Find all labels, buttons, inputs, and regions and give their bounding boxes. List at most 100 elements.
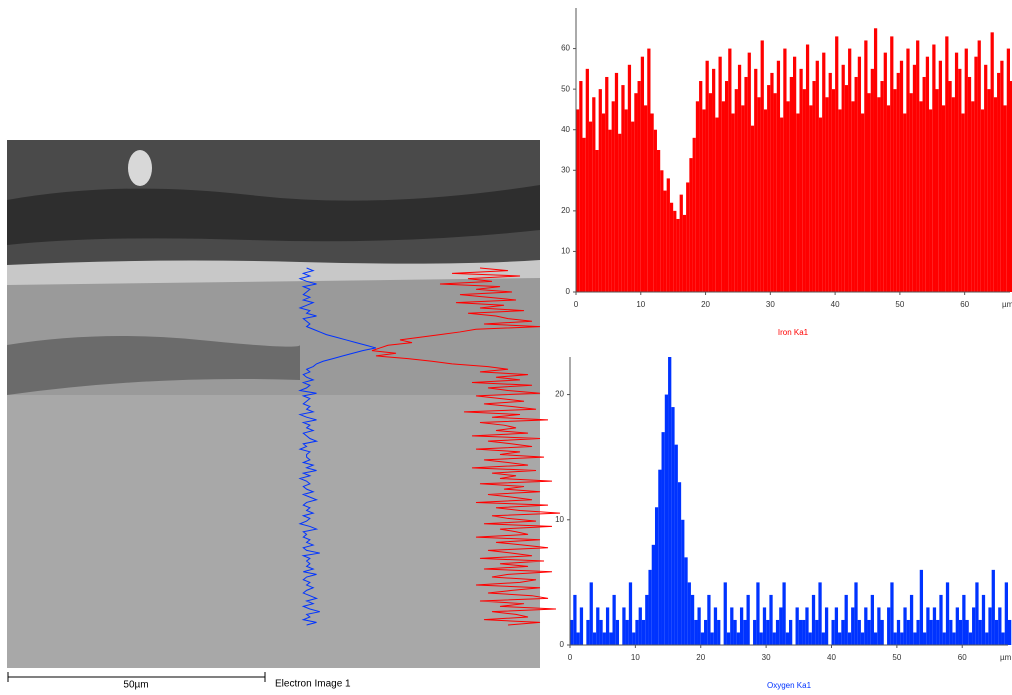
- y-tick-label: 0: [566, 287, 571, 296]
- bar: [903, 607, 907, 645]
- bar: [747, 52, 751, 292]
- bar: [570, 619, 574, 645]
- bar: [851, 607, 855, 645]
- bar: [789, 619, 793, 645]
- bar: [689, 158, 693, 292]
- bar: [782, 582, 786, 645]
- bar: [668, 357, 672, 645]
- x-tick-label: 50: [895, 300, 904, 309]
- x-unit: µm: [1000, 653, 1012, 662]
- bar: [631, 121, 635, 292]
- bar: [585, 68, 589, 292]
- bar: [998, 607, 1002, 645]
- bar: [783, 48, 787, 293]
- bar: [1006, 48, 1010, 293]
- bar: [896, 619, 901, 645]
- bar: [753, 619, 757, 645]
- bar: [916, 619, 920, 645]
- bar: [654, 507, 659, 645]
- bar: [909, 93, 913, 292]
- bar: [664, 394, 669, 645]
- bar: [936, 619, 940, 645]
- bar: [815, 619, 819, 645]
- bar: [704, 619, 708, 645]
- bar: [592, 632, 597, 645]
- bar: [624, 109, 628, 292]
- bar: [828, 72, 832, 293]
- bar: [949, 619, 953, 645]
- bar: [785, 632, 789, 645]
- bar: [599, 619, 603, 645]
- bar: [809, 105, 813, 292]
- bar: [1004, 582, 1008, 645]
- bar: [961, 113, 965, 292]
- bar: [900, 632, 904, 645]
- bar: [687, 582, 691, 645]
- bar: [602, 632, 606, 645]
- x-tick-label: 40: [831, 300, 840, 309]
- bar: [647, 48, 651, 293]
- x-tick-label: 30: [762, 653, 771, 662]
- bar: [834, 607, 839, 645]
- bar: [576, 109, 580, 292]
- bar: [877, 97, 881, 292]
- bar: [870, 68, 874, 292]
- y-tick-label: 10: [561, 247, 570, 256]
- bar: [663, 190, 667, 292]
- bar: [929, 109, 933, 292]
- bar: [864, 607, 868, 645]
- bar: [609, 632, 613, 645]
- bar: [713, 607, 718, 645]
- bar: [977, 40, 981, 293]
- bar: [883, 52, 887, 292]
- bar: [673, 210, 677, 292]
- bar: [734, 89, 738, 293]
- x-tick-label: 50: [892, 653, 901, 662]
- bar: [838, 109, 842, 292]
- x-tick-label: 20: [701, 300, 710, 309]
- bar: [987, 89, 991, 293]
- bar: [658, 469, 662, 645]
- y-tick-label: 40: [561, 125, 570, 134]
- bar: [887, 607, 891, 645]
- bar: [838, 632, 842, 645]
- bar: [975, 582, 979, 645]
- bar: [596, 607, 600, 645]
- bar: [754, 68, 758, 292]
- bar: [919, 569, 924, 645]
- bar: [750, 125, 755, 293]
- bar: [958, 68, 962, 292]
- bar: [867, 619, 871, 645]
- bar: [805, 607, 809, 645]
- bar: [923, 632, 927, 645]
- bar: [656, 150, 661, 292]
- bar: [948, 81, 952, 293]
- bar: [676, 218, 680, 292]
- bar: [640, 56, 645, 292]
- bar: [981, 594, 986, 645]
- bar: [873, 632, 878, 645]
- bar: [880, 619, 884, 645]
- bar: [641, 619, 646, 645]
- x-unit: µm: [1002, 300, 1012, 309]
- bar: [779, 607, 783, 645]
- bar: [666, 178, 670, 292]
- bar: [682, 214, 687, 292]
- bar: [802, 619, 806, 645]
- bar: [690, 594, 695, 645]
- bar: [877, 607, 881, 645]
- bar: [786, 101, 790, 292]
- bar: [582, 137, 586, 292]
- bar: [822, 52, 826, 292]
- bar: [793, 56, 797, 292]
- scale-bar-label: 50µm: [123, 680, 148, 690]
- bar: [991, 569, 995, 645]
- bar: [736, 632, 740, 645]
- bar: [705, 60, 709, 292]
- bar: [759, 632, 763, 645]
- bar: [988, 607, 992, 645]
- bar: [962, 594, 966, 645]
- bar: [717, 619, 721, 645]
- bar: [824, 607, 829, 645]
